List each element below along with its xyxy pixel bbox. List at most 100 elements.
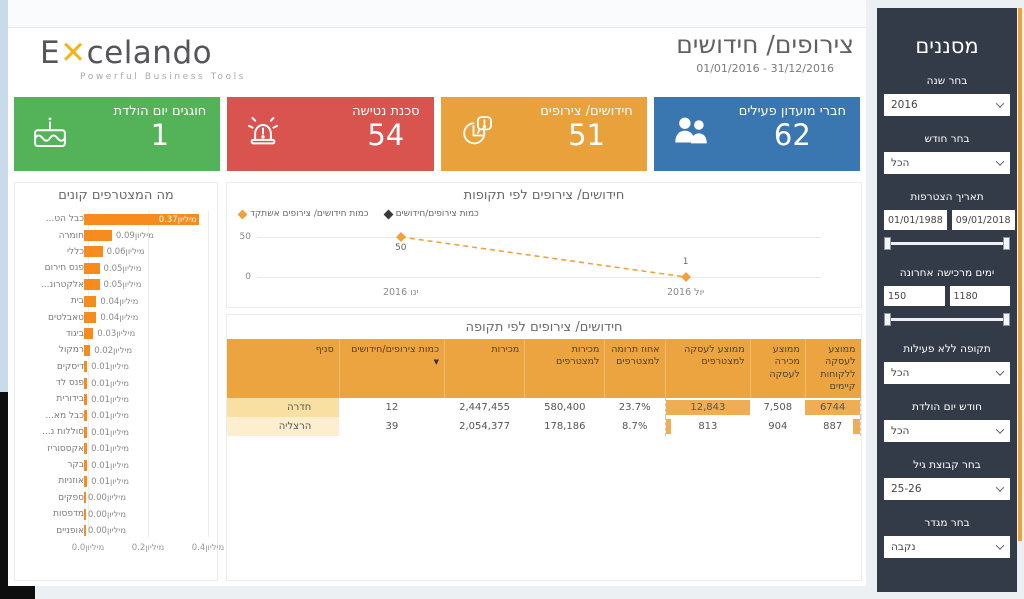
table-row[interactable]: חדרה 12 2,447,455 580,400 23.7% 12,843 7,508 67… (227, 398, 862, 418)
bar-row[interactable]: אופניים 0.00מיליון (24, 522, 208, 538)
slider-handle-min[interactable] (884, 237, 891, 250)
slider-track[interactable] (887, 242, 1007, 245)
bar[interactable] (84, 426, 88, 438)
background-window-strip (0, 392, 8, 599)
gender-select[interactable]: נקבה (884, 536, 1010, 558)
bar-row[interactable]: בידורית 0.01מיליון (24, 391, 208, 407)
bar-row[interactable]: כבל מא... 0.01מיליון (24, 408, 208, 424)
excelando-logo: E✕celando Powerful Business Tools (40, 35, 246, 83)
logo-x-icon: ✕ (60, 35, 87, 71)
bar[interactable] (84, 443, 88, 455)
bar-row[interactable]: טאבלטים 0.04מיליון (24, 309, 208, 325)
bar[interactable] (84, 312, 97, 324)
slider-track[interactable] (887, 318, 1007, 321)
gridline (148, 211, 149, 537)
bar[interactable] (84, 262, 100, 274)
slider-handle-min[interactable] (884, 313, 891, 326)
bar-row[interactable]: בית 0.04מיליון (24, 293, 208, 309)
kpi-card-renewals-joins[interactable]: חידושים/ צירופים 51 (440, 97, 647, 171)
slider-handle-max[interactable] (1003, 313, 1010, 326)
month-select[interactable]: הכל (884, 152, 1010, 174)
bar-row[interactable]: אלקטרונ... 0.05מיליון (24, 277, 208, 293)
gender-value: נקבה (891, 541, 916, 553)
chevron-down-icon (995, 425, 1005, 434)
join-date-from-input[interactable]: 01/01/1988 (884, 210, 947, 230)
bar[interactable] (84, 459, 88, 471)
bar[interactable] (84, 525, 86, 537)
column-header[interactable]: אחוז תרומה למצטרפים (604, 339, 666, 399)
bar-row[interactable]: אוזניות 0.01מיליון (24, 473, 208, 489)
bar-row[interactable]: ספקים 0.00מיליון (24, 490, 208, 506)
bar-row[interactable]: חומרה 0.09מיליון (24, 227, 208, 243)
kpi-row: חוגגים יום הולדת 1 סכנת נטישה 54 (14, 97, 860, 171)
bar-row[interactable]: דיסקים 0.01מיליון (24, 359, 208, 375)
year-filter-label: בחר שנה (926, 75, 968, 87)
bar[interactable] (84, 475, 88, 487)
bar-track: 0.01מיליון (84, 377, 208, 389)
year-select-value: 2016 (891, 99, 918, 111)
column-header[interactable]: ממוצע לעסקה למצטרפים (664, 339, 751, 399)
bar[interactable] (84, 295, 97, 307)
table-body: חדרה 12 2,447,455 580,400 23.7% 12,843 7,508 67… (227, 398, 862, 437)
age-group-select[interactable]: 25-26 (884, 478, 1010, 500)
gridline (257, 237, 821, 238)
bar-row[interactable]: מדפסות 0.00מיליון (24, 506, 208, 522)
legend-item[interactable]: כמות צירופים/חידושים (383, 209, 479, 219)
bar[interactable] (84, 393, 88, 405)
bar-row[interactable]: פנס לד 0.01מיליון (24, 375, 208, 391)
bar[interactable] (84, 328, 94, 340)
bar[interactable] (84, 377, 88, 389)
kpi-card-active-members[interactable]: חברי מועדון פעילים 62 (653, 97, 860, 171)
kpi-label: סכנת נטישה (352, 104, 420, 119)
days-to-input[interactable]: 1180 (949, 286, 1010, 306)
page-title: צירופים/ חידושים (676, 30, 854, 59)
bar[interactable] (84, 361, 88, 373)
days-last-buy-filter-label: ימים מרכישה אחרונה (899, 267, 995, 279)
bar-category-label: סוללות נ... (42, 427, 84, 438)
bar-row[interactable]: בקר 0.01מיליון (24, 457, 208, 473)
bar[interactable] (84, 492, 86, 504)
legend-label: כמות חידושים/ צירופים אשתקד (250, 209, 369, 219)
days-from-input[interactable]: 150 (884, 286, 945, 306)
bar-row[interactable]: רמקול 0.02מיליון (24, 342, 208, 358)
column-header[interactable]: סניף (227, 339, 340, 399)
bar-track: 0.01מיליון (84, 393, 208, 405)
birthday-month-select[interactable]: הכל (884, 420, 1010, 442)
bar[interactable] (84, 279, 100, 291)
bar-row[interactable]: אקססוריז 0.01מיליון (24, 440, 208, 456)
bar[interactable] (84, 344, 91, 356)
kpi-card-birthdays[interactable]: חוגגים יום הולדת 1 (14, 97, 221, 171)
bar[interactable] (84, 246, 103, 258)
join-date-to-input[interactable]: 09/01/2018 (951, 210, 1015, 230)
kpi-card-churn-risk[interactable]: סכנת נטישה 54 (227, 97, 434, 171)
bar-row[interactable]: כללי 0.06מיליון (24, 244, 208, 260)
table-data-bar (852, 419, 860, 435)
year-select[interactable]: 2016 (884, 94, 1010, 116)
gridline (257, 277, 821, 278)
branch-cell: הרצליה (227, 417, 340, 437)
bar[interactable] (84, 230, 112, 242)
value-cell: 12,843 (664, 398, 751, 418)
bar-row[interactable]: ביגוד 0.03מיליון (24, 326, 208, 342)
bar[interactable]: 0.37מיליון (84, 213, 199, 225)
bar-chart-x-axis: 0.0מיליון 0.2מיליון 0.4מיליון (72, 539, 225, 557)
column-header[interactable]: ממוצע לעסקה ללקוחות קיימים (804, 339, 861, 399)
inactive-period-select[interactable]: הכל (884, 362, 1010, 384)
legend-item[interactable]: כמות חידושים/ צירופים אשתקד (237, 209, 369, 219)
column-header[interactable]: ממוצע מכירה לעסקה (749, 339, 806, 399)
bar-row[interactable]: כבל הט... 0.37מיליון (24, 211, 208, 227)
bar-row[interactable]: סוללות נ... 0.01מיליון (24, 424, 208, 440)
sort-descending-icon: ▼ (433, 358, 439, 367)
column-header[interactable]: מכירות למצטרפים (524, 339, 605, 399)
kpi-value: 62 (773, 118, 811, 152)
column-header[interactable]: מכירות (443, 339, 525, 399)
bar-row[interactable]: פנס חירום 0.05מיליון (24, 260, 208, 276)
x-axis-tick: 0.2מיליון (131, 542, 165, 553)
bar[interactable] (84, 508, 86, 520)
table-row[interactable]: הרצליה 39 2,054,377 178,186 8.7% 813 904 887 (227, 417, 862, 437)
bar[interactable] (84, 410, 88, 422)
logo-tagline: Powerful Business Tools (80, 72, 246, 82)
bar-category-label: כבל מא... (45, 410, 84, 421)
slider-handle-max[interactable] (1003, 237, 1010, 250)
column-header[interactable]: כמות צירופים/חידושים ▼ (338, 339, 445, 399)
